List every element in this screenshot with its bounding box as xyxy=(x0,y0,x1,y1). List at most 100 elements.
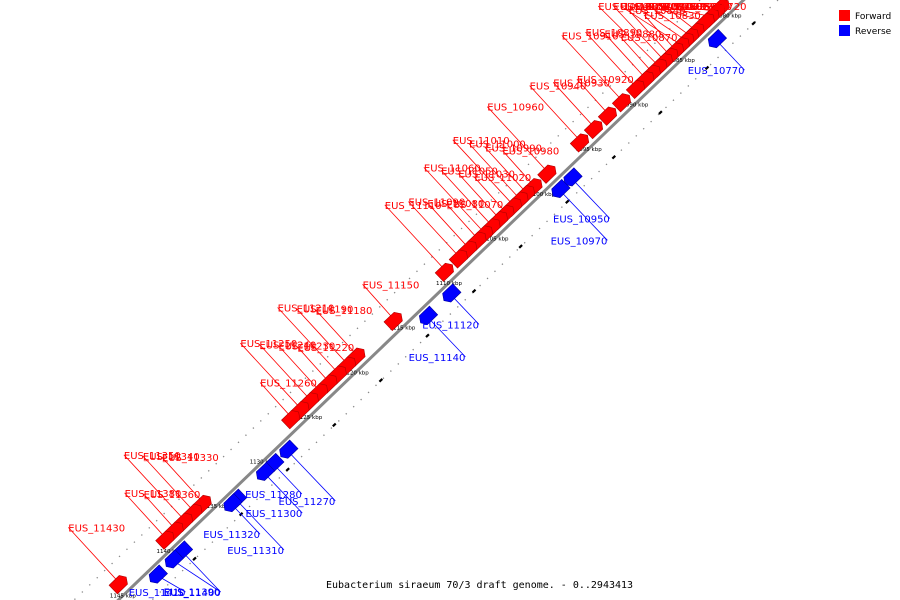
label-connector xyxy=(362,284,395,321)
reverse-gene-arrow xyxy=(551,178,571,199)
forward-gene-arrow xyxy=(611,93,632,113)
scale-tick-label: 1105 kbp xyxy=(483,236,509,242)
gene-label: EUS_10750 xyxy=(660,2,717,13)
reverse-gene-arrow xyxy=(255,461,276,481)
forward-gene-arrow xyxy=(383,311,403,332)
reverse-gene-arrow xyxy=(418,305,439,325)
scale-tick-label: 1100 kbp xyxy=(529,192,555,198)
label-connector xyxy=(604,33,647,80)
label-connector xyxy=(452,139,515,207)
gene-label: EUS_11430 xyxy=(68,523,125,534)
label-connector xyxy=(450,294,480,325)
label-connector xyxy=(634,5,687,42)
label-connector xyxy=(161,456,204,504)
legend-swatch-reverse xyxy=(839,25,850,36)
scale-tick xyxy=(332,422,337,428)
gene-label: EUS_11150 xyxy=(363,280,420,291)
reverse-gene-arrow xyxy=(164,549,184,569)
label-connector xyxy=(571,178,611,219)
label-connector xyxy=(278,345,321,392)
scale-tick-label: 1115 kbp xyxy=(389,326,415,332)
gene-label: EUS_11390 xyxy=(164,588,221,599)
label-connector xyxy=(277,307,339,374)
scale-ticks: 1080 kbp 1085 kbp 1090 kbp 1095 kbp 1100 kbp… xyxy=(110,13,756,599)
label-connector xyxy=(287,450,336,502)
forward-gene-arrow xyxy=(569,133,590,153)
label-connector xyxy=(585,31,638,89)
forward-gene-arrow xyxy=(108,575,128,595)
gene-label: EUS_11380 xyxy=(125,489,182,500)
label-connector xyxy=(273,463,303,495)
gene-label: EUS_11020 xyxy=(474,173,531,184)
gene-label: EUS_10840 xyxy=(629,6,686,17)
gene-label: EUS_11280 xyxy=(245,490,302,501)
label-connector xyxy=(620,36,653,74)
scale-tick xyxy=(704,65,710,71)
gene-label: EUS_10780 xyxy=(665,2,722,13)
gene-label: EUS_11300 xyxy=(246,509,303,520)
scale-tick xyxy=(285,467,290,472)
gene-label: EUS_11250 xyxy=(240,339,297,350)
label-connector xyxy=(231,503,261,535)
label-connector xyxy=(561,35,624,102)
gene-label: EUS_11400 xyxy=(164,588,221,599)
gene-label: EUS_10910 xyxy=(562,31,619,42)
gene-label: EUS_11060 xyxy=(424,163,481,174)
gene-labels: EUS_10720EUS_10740EUS_10750EUS_10760EUS_… xyxy=(68,2,746,599)
gene-label: EUS_10820 xyxy=(621,2,678,13)
gene-label: EUS_11360 xyxy=(144,490,201,501)
gene-label: EUS_11110 xyxy=(385,201,442,212)
label-connector xyxy=(263,472,303,514)
scale-tick-label: 1140 kbp xyxy=(157,549,183,555)
gene-label: EUS_11080 xyxy=(427,199,484,210)
forward-gene-arrow xyxy=(597,106,618,126)
label-connector xyxy=(143,493,176,531)
gene-label: EUS_11140 xyxy=(409,353,466,364)
scale-tick xyxy=(518,244,523,249)
label-connector xyxy=(142,455,195,513)
label-connector xyxy=(297,346,330,383)
forward-gene-arrow xyxy=(537,164,557,184)
scale-tick xyxy=(378,378,384,383)
gene-label: EUS_11260 xyxy=(260,379,317,390)
label-connector xyxy=(427,202,470,249)
label-connector xyxy=(235,499,285,551)
legend-label-forward: Forward xyxy=(855,12,891,22)
gene-label: EUS_10880 xyxy=(605,29,662,40)
label-connector xyxy=(259,382,293,419)
label-connector xyxy=(123,454,186,522)
gene-label: EUS_11240 xyxy=(259,340,316,351)
gene-label: EUS_10930 xyxy=(553,78,610,89)
gene-label: EUS_11230 xyxy=(278,342,335,353)
gene-label: EUS_10980 xyxy=(502,147,559,158)
forward-gene-arrow xyxy=(625,79,646,100)
scale-tick-label: 1125 kbp xyxy=(296,415,322,421)
gene-label: EUS_11330 xyxy=(162,453,219,464)
gene-label: EUS_10850 xyxy=(613,2,670,13)
scale-tick-label: 1090 kbp xyxy=(622,103,648,109)
label-connector xyxy=(259,344,312,401)
forward-gene-arrow xyxy=(448,249,468,269)
scale-tick-label: 1085 kbp xyxy=(669,58,695,64)
label-connector xyxy=(240,342,302,410)
gene-label: EUS_11010 xyxy=(453,136,510,147)
gene-label: EUS_10760 xyxy=(646,2,703,13)
reverse-gene-arrow xyxy=(442,283,462,303)
gene-label: EUS_11210 xyxy=(278,304,335,315)
label-connector xyxy=(315,309,358,356)
gene-label: EUS_11310 xyxy=(227,546,284,557)
label-connector xyxy=(468,143,521,200)
gene-label: EUS_11000 xyxy=(469,140,526,151)
reverse-gene-arrow xyxy=(563,167,583,187)
forward-gene-arrow xyxy=(281,410,301,430)
scale-tick xyxy=(658,110,663,115)
label-connector xyxy=(172,559,221,593)
gene-label: EUS_10740 xyxy=(675,2,732,13)
reverse-gene-arrow xyxy=(279,439,299,459)
gene-label: EUS_10920 xyxy=(577,75,634,86)
legend-label-reverse: Reverse xyxy=(855,27,892,37)
scale-tick xyxy=(565,199,570,204)
gene-label: EUS_11070 xyxy=(447,200,504,211)
gene-label: EUS_10800 xyxy=(635,2,692,13)
